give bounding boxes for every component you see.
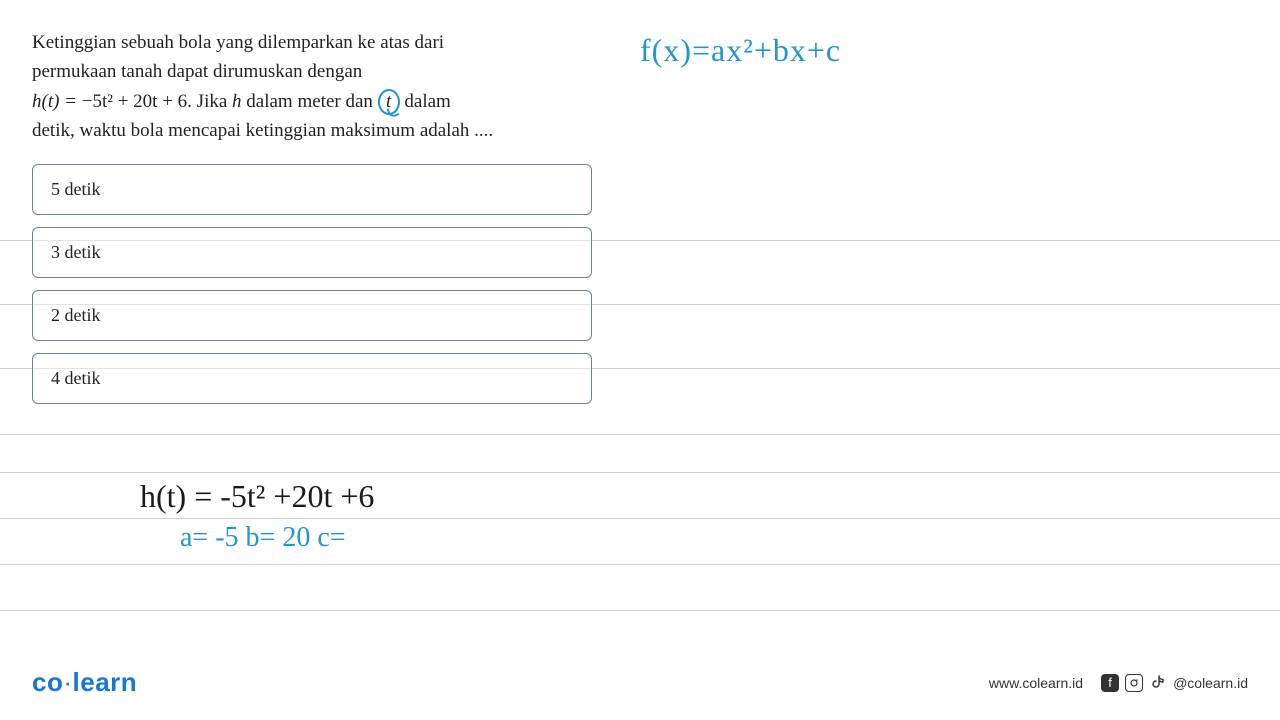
q-eq-rhs: −5t² + 20t + 6: [82, 91, 187, 112]
footer-right: www.colearn.id f @colearn.id: [989, 674, 1248, 692]
footer: co·learn www.colearn.id f @colearn.id: [0, 667, 1280, 698]
instagram-icon: [1125, 674, 1143, 692]
option-d[interactable]: 4 detik: [32, 353, 592, 404]
logo-co: co: [32, 667, 63, 697]
q-line1: Ketinggian sebuah bola yang dilemparkan …: [32, 32, 444, 53]
handwritten-coefficients: a= -5 b= 20 c=: [180, 522, 346, 554]
handwritten-h-equation: h(t) = -5t² +20t +6: [140, 478, 374, 515]
footer-handle: @colearn.id: [1173, 675, 1248, 691]
logo-learn: learn: [73, 667, 138, 697]
question-text: Ketinggian sebuah bola yang dilemparkan …: [32, 28, 592, 146]
social-group: f @colearn.id: [1101, 674, 1248, 692]
q-l3c: dalam: [400, 91, 451, 112]
colearn-logo: co·learn: [32, 667, 137, 698]
question-block: Ketinggian sebuah bola yang dilemparkan …: [32, 28, 592, 404]
footer-url: www.colearn.id: [989, 675, 1083, 691]
option-c[interactable]: 2 detik: [32, 290, 592, 341]
q-l3b: dalam meter dan: [242, 91, 378, 112]
answer-options: 5 detik 3 detik 2 detik 4 detik: [32, 164, 592, 404]
q-eq-lhs: h(t) =: [32, 91, 82, 112]
option-b[interactable]: 3 detik: [32, 227, 592, 278]
q-line4: detik, waktu bola mencapai ketinggian ma…: [32, 120, 493, 141]
facebook-icon: f: [1101, 674, 1119, 692]
option-a[interactable]: 5 detik: [32, 164, 592, 215]
tiktok-icon: [1149, 674, 1167, 692]
circled-t-annotation: t: [378, 89, 400, 115]
q-l3a: . Jika: [187, 91, 232, 112]
q-l3t: t: [386, 91, 391, 112]
q-line2: permukaan tanah dapat dirumuskan dengan: [32, 61, 362, 82]
q-l3h: h: [232, 91, 242, 112]
